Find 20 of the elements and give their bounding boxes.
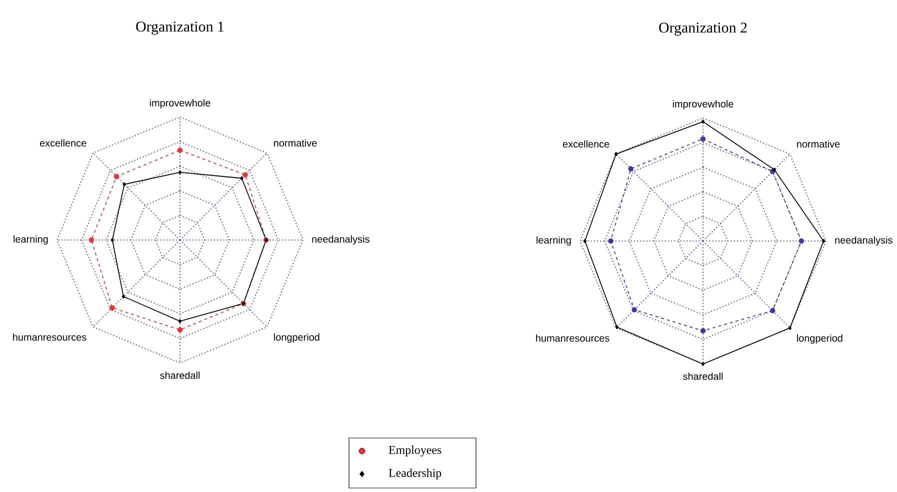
spoke-label: humanresources <box>13 333 86 341</box>
legend-label: Leadership <box>388 468 442 480</box>
spoke-label: improvewhole <box>150 99 210 108</box>
chart-title: Organization 2 <box>659 22 747 36</box>
spoke-label: sharedall <box>683 372 723 380</box>
spoke-label: humanresources <box>536 334 610 342</box>
spoke-label: sharedall <box>160 372 200 379</box>
spoke-label: needanalysis <box>835 236 892 246</box>
spoke-label: longperiod <box>797 334 842 344</box>
spoke-label: excellence <box>562 140 610 148</box>
chart-title: Organization 1 <box>136 22 224 35</box>
spoke-label: excellence <box>40 139 86 147</box>
spoke-label: learning <box>536 236 571 246</box>
spoke-label: learning <box>14 235 48 245</box>
spoke-label: needanalysis <box>312 235 370 245</box>
spoke-label: longperiod <box>274 333 320 343</box>
spoke-label: normative <box>797 140 840 148</box>
spoke-label: improvewhole <box>672 100 734 110</box>
legend-label: Employees <box>388 446 442 456</box>
spoke-label: normative <box>274 139 317 147</box>
